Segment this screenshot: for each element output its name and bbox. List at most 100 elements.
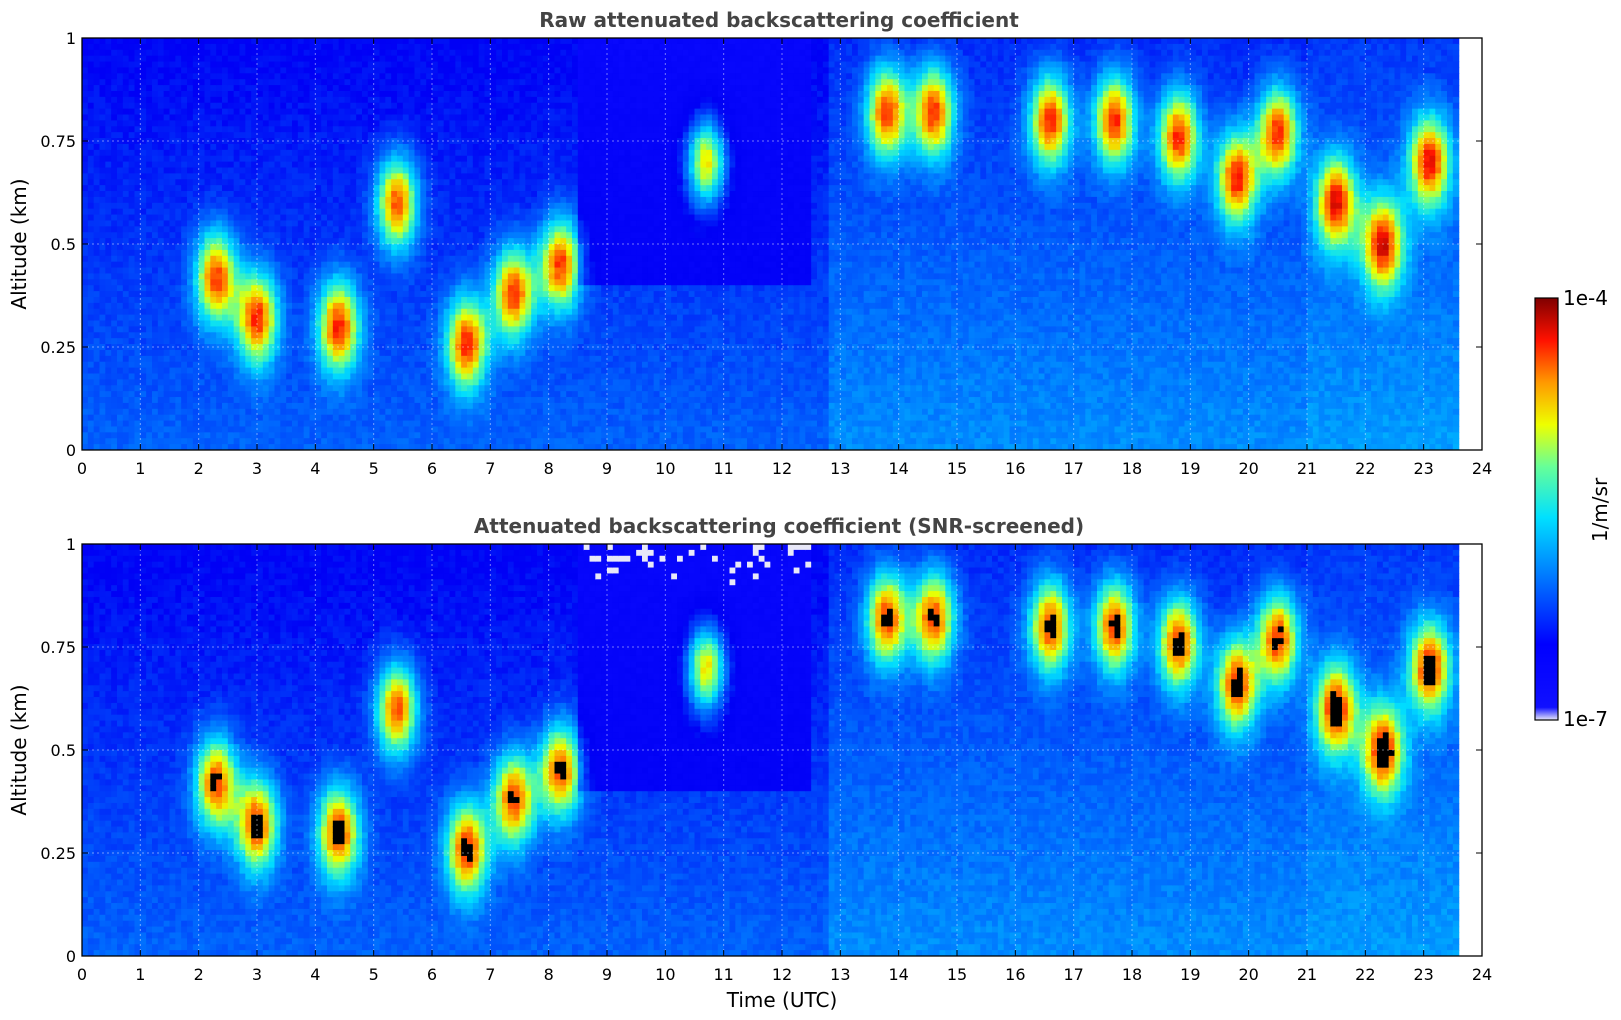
heatmap-cell	[350, 291, 357, 298]
heatmap-cell	[478, 244, 486, 251]
heatmap-cell	[443, 249, 451, 257]
heatmap-cell	[268, 155, 276, 163]
heatmap-cell	[286, 338, 293, 345]
heatmap-cell	[210, 208, 217, 216]
heatmap-cell	[117, 273, 124, 280]
heatmap-cell	[332, 185, 340, 192]
heatmap-cell	[82, 326, 89, 333]
heatmap-cell	[122, 126, 130, 133]
heatmap-cell	[367, 344, 375, 351]
heatmap-cell	[432, 367, 439, 375]
heatmap-cell	[432, 361, 439, 369]
heatmap-cell	[397, 314, 404, 322]
heatmap-cell	[111, 296, 118, 304]
heatmap-cell	[222, 391, 229, 398]
heatmap-cell	[455, 255, 462, 263]
heatmap-cell	[432, 102, 439, 110]
heatmap-cell	[292, 302, 299, 310]
heatmap-cell	[449, 55, 456, 63]
heatmap-cell	[408, 385, 416, 392]
heatmap-cell	[315, 344, 322, 351]
heatmap-cell	[327, 191, 334, 198]
heatmap-cell	[117, 185, 124, 192]
heatmap-cell	[280, 349, 287, 357]
heatmap-cell	[315, 244, 322, 251]
heatmap-cell	[449, 49, 456, 57]
heatmap-cell	[490, 279, 497, 286]
heatmap-cell	[402, 261, 410, 269]
heatmap-cell	[99, 414, 106, 422]
heatmap-cell	[321, 90, 328, 98]
heatmap-cell	[122, 273, 130, 280]
heatmap-cell	[385, 244, 392, 251]
heatmap-cell	[198, 249, 206, 257]
heatmap-cell	[169, 126, 176, 133]
heatmap-cell	[157, 143, 165, 151]
heatmap-cell	[210, 408, 217, 416]
heatmap-cell	[420, 255, 427, 263]
heatmap-cell	[286, 238, 293, 245]
heatmap-cell	[122, 143, 130, 151]
heatmap-cell	[152, 338, 159, 345]
heatmap-cell	[362, 332, 369, 339]
heatmap-cell	[245, 55, 252, 63]
heatmap-cell	[367, 167, 375, 174]
heatmap-cell	[82, 332, 89, 339]
heatmap-cell	[187, 155, 194, 163]
heatmap-cell	[391, 397, 398, 404]
heatmap-cell	[87, 155, 95, 163]
heatmap-cell	[128, 391, 136, 398]
heatmap-cell	[297, 361, 305, 369]
heatmap-cell	[467, 444, 474, 450]
heatmap-cell	[204, 126, 211, 133]
heatmap-cell	[239, 132, 246, 139]
heatmap-cell	[286, 102, 293, 110]
heatmap-cell	[321, 238, 328, 245]
heatmap-cell	[397, 326, 404, 333]
heatmap-cell	[192, 220, 200, 227]
heatmap-cell	[257, 96, 264, 104]
heatmap-cell	[338, 255, 346, 263]
heatmap-cell	[251, 432, 258, 439]
heatmap-cell	[181, 302, 188, 310]
heatmap-cell	[455, 296, 462, 304]
heatmap-cell	[484, 161, 491, 169]
heatmap-cell	[338, 273, 346, 280]
heatmap-cell	[449, 361, 456, 369]
heatmap-cell	[233, 196, 241, 204]
heatmap-cell	[198, 420, 206, 428]
heatmap-cell	[122, 385, 130, 392]
heatmap-cell	[402, 196, 410, 204]
heatmap-cell	[216, 185, 223, 192]
heatmap-cell	[327, 55, 334, 63]
heatmap-cell	[397, 38, 404, 45]
heatmap-cell	[484, 79, 491, 86]
heatmap-cell	[128, 179, 136, 186]
heatmap-cell	[122, 191, 130, 198]
heatmap-cell	[146, 38, 153, 45]
heatmap-cell	[216, 196, 223, 204]
heatmap-cell	[210, 402, 217, 410]
heatmap-cell	[128, 355, 136, 363]
heatmap-cell	[274, 255, 281, 263]
heatmap-cell	[216, 314, 223, 322]
heatmap-cell	[192, 397, 200, 404]
heatmap-cell	[175, 367, 182, 375]
heatmap-cell	[152, 102, 159, 110]
heatmap-cell	[82, 279, 89, 286]
heatmap-cell	[332, 173, 340, 180]
heatmap-cell	[408, 332, 416, 339]
heatmap-cell	[111, 373, 118, 380]
heatmap-cell	[414, 138, 421, 145]
heatmap-cell	[134, 67, 141, 74]
heatmap-cell	[111, 202, 118, 210]
heatmap-cell	[93, 308, 101, 316]
heatmap-cell	[402, 61, 410, 69]
heatmap-cell	[87, 196, 95, 204]
heatmap-cell	[297, 38, 305, 45]
heatmap-cell	[309, 420, 316, 428]
heatmap-cell	[274, 302, 281, 310]
heatmap-cell	[420, 232, 427, 239]
heatmap-cell	[309, 161, 316, 169]
heatmap-cell	[478, 420, 486, 428]
